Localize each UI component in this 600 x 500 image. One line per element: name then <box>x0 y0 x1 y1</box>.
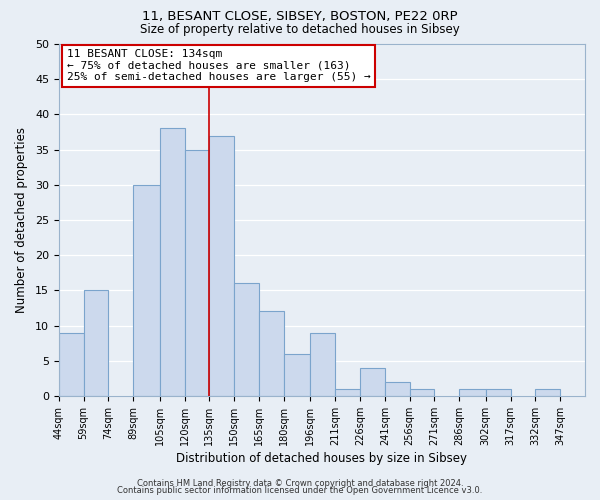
Bar <box>410 389 434 396</box>
Bar <box>284 354 310 396</box>
Bar <box>335 389 360 396</box>
Bar <box>185 150 209 396</box>
Bar <box>133 185 160 396</box>
Bar <box>234 284 259 396</box>
Bar <box>486 389 511 396</box>
Bar <box>535 389 560 396</box>
X-axis label: Distribution of detached houses by size in Sibsey: Distribution of detached houses by size … <box>176 452 467 465</box>
Bar <box>385 382 410 396</box>
Bar <box>459 389 486 396</box>
Bar <box>310 332 335 396</box>
Bar <box>360 368 385 396</box>
Text: Size of property relative to detached houses in Sibsey: Size of property relative to detached ho… <box>140 22 460 36</box>
Text: Contains public sector information licensed under the Open Government Licence v3: Contains public sector information licen… <box>118 486 482 495</box>
Bar <box>259 312 284 396</box>
Y-axis label: Number of detached properties: Number of detached properties <box>15 127 28 313</box>
Bar <box>209 136 234 396</box>
Text: 11 BESANT CLOSE: 134sqm
← 75% of detached houses are smaller (163)
25% of semi-d: 11 BESANT CLOSE: 134sqm ← 75% of detache… <box>67 50 370 82</box>
Text: Contains HM Land Registry data © Crown copyright and database right 2024.: Contains HM Land Registry data © Crown c… <box>137 478 463 488</box>
Text: 11, BESANT CLOSE, SIBSEY, BOSTON, PE22 0RP: 11, BESANT CLOSE, SIBSEY, BOSTON, PE22 0… <box>142 10 458 23</box>
Bar <box>160 128 185 396</box>
Bar <box>59 332 83 396</box>
Bar <box>83 290 109 396</box>
